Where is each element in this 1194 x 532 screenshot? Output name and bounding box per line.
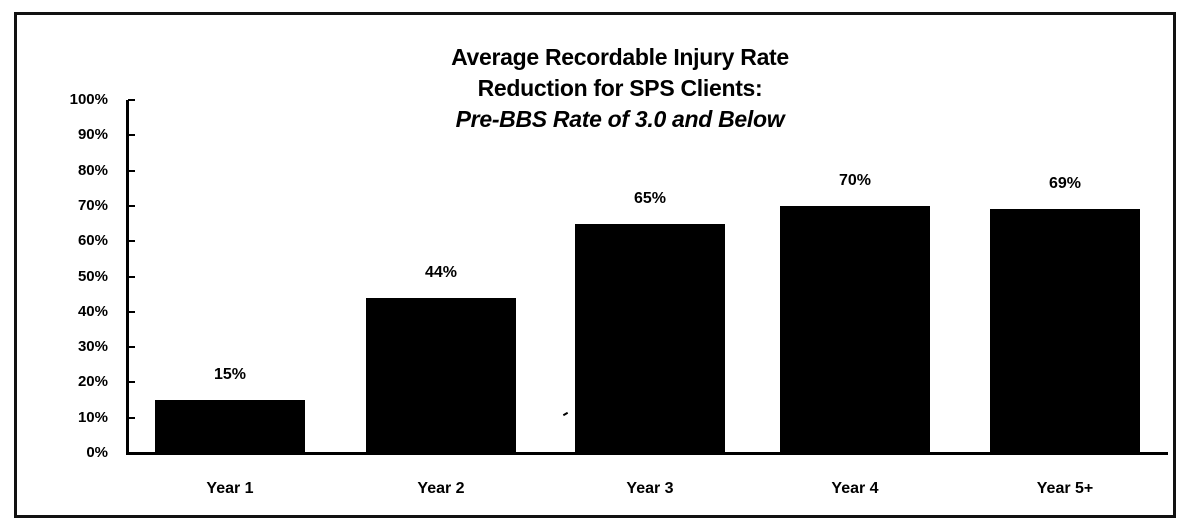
- bar: [780, 205, 930, 453]
- y-tick-label: 90%: [77, 126, 108, 144]
- y-tick-label: 60%: [77, 232, 108, 250]
- bar-value-label: 65%: [633, 189, 667, 207]
- bar: [990, 209, 1140, 453]
- title-line-1: Average Recordable Injury Rate: [451, 44, 789, 70]
- y-tick-label: 0%: [86, 444, 108, 461]
- x-category-label: Year 3: [626, 480, 674, 497]
- y-tick-mark: [128, 310, 135, 313]
- chart-subtitle: Pre-BBS Rate of 3.0 and Below: [455, 106, 785, 132]
- y-tick-mark: [128, 99, 135, 101]
- bar: [366, 297, 516, 453]
- y-tick-label: 100%: [69, 91, 108, 108]
- y-tick-label: 10%: [77, 408, 108, 426]
- x-category-label: Year 1: [206, 480, 254, 497]
- bar-value-label: 70%: [838, 171, 872, 189]
- y-tick-mark: [128, 416, 135, 419]
- y-tick-mark: [128, 169, 135, 172]
- y-tick-label: 50%: [77, 267, 108, 285]
- y-tick-mark: [128, 134, 135, 137]
- y-tick-mark: [128, 240, 135, 243]
- chart-title: Average Recordable Injury Rate Reduction…: [300, 42, 940, 135]
- bar-value-label: 69%: [1048, 175, 1082, 193]
- x-axis-line: [126, 452, 1168, 455]
- y-tick-label: 70%: [77, 196, 108, 214]
- bar: [155, 400, 305, 453]
- y-tick-mark: [128, 204, 135, 207]
- y-tick-label: 30%: [77, 338, 108, 356]
- y-tick-mark: [128, 275, 135, 278]
- y-axis-line: [126, 100, 129, 455]
- y-tick-label: 80%: [77, 161, 108, 179]
- bar-value-label: 15%: [213, 366, 247, 384]
- bar: [575, 223, 725, 453]
- title-line-2: Reduction for SPS Clients:: [477, 75, 763, 101]
- x-category-label: Year 4: [831, 480, 879, 497]
- bar-value-label: 44%: [424, 263, 458, 281]
- x-category-label: Year 5+: [1036, 480, 1094, 497]
- y-tick-mark: [128, 381, 135, 384]
- y-tick-label: 20%: [77, 373, 108, 391]
- y-tick-label: 40%: [77, 302, 108, 320]
- x-category-label: Year 2: [417, 480, 465, 497]
- y-tick-mark: [128, 346, 135, 349]
- chart-frame: [14, 12, 1176, 518]
